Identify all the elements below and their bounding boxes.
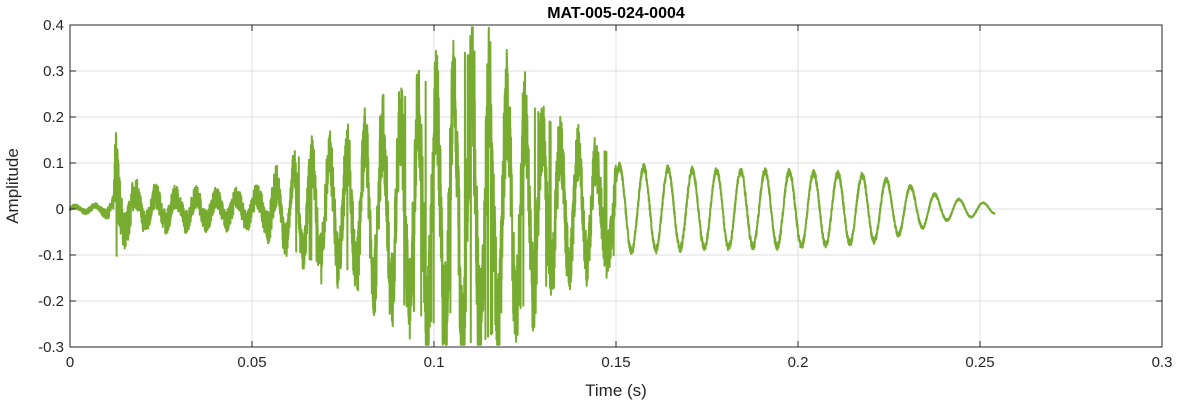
ticks: 0 0.05 0.1 0.15 0.2 0.25 0.3 -0.3 -0.2 -0.1 0 0.1 0.… [38, 17, 1172, 371]
x-tick-label: 0.15 [601, 354, 630, 371]
y-tick-label: -0.3 [38, 339, 64, 356]
y-tick-label: 0 [56, 201, 64, 218]
y-tick-label: 0.1 [43, 155, 64, 172]
x-tick-label: 0.25 [965, 354, 994, 371]
y-tick-label: 0.3 [43, 63, 64, 80]
x-tick-label: 0 [66, 354, 74, 371]
x-tick-label: 0.05 [237, 354, 266, 371]
x-tick-label: 0.3 [1152, 354, 1173, 371]
x-axis-label: Time (s) [585, 381, 647, 400]
x-tick-label: 0.1 [424, 354, 445, 371]
series-layer [69, 26, 996, 346]
y-tick-label: -0.2 [38, 293, 64, 310]
y-axis-label: Amplitude [3, 148, 22, 224]
x-tick-label: 0.2 [788, 354, 809, 371]
waveform-line [69, 26, 996, 346]
chart-title: MAT-005-024-0004 [547, 5, 685, 22]
y-tick-label: -0.1 [38, 247, 64, 264]
y-tick-label: 0.2 [43, 109, 64, 126]
y-tick-label: 0.4 [43, 17, 64, 34]
